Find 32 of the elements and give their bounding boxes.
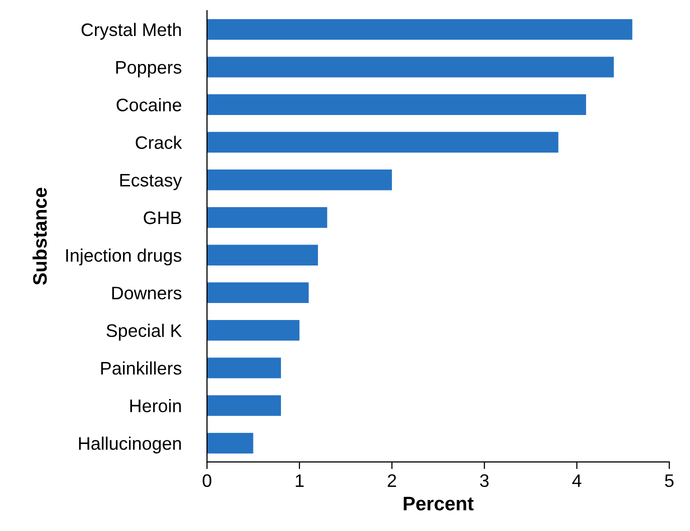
bar [207,19,632,40]
bar [207,395,281,416]
bar [207,358,281,378]
x-tick-label: 1 [296,474,304,487]
x-tick-label: 4 [572,474,582,487]
y-tick-label: GHB [144,211,182,224]
bar [207,244,318,266]
bar [207,207,328,228]
bar [207,170,392,190]
y-tick-label: Downers [112,286,182,300]
bar [207,432,254,454]
y-tick-label: Crystal Meth [82,22,181,40]
y-axis-title: Substance [32,188,47,285]
y-tick-label: Hallucinogen [79,436,181,454]
bar [207,320,300,341]
bar [207,132,558,153]
x-axis-title: Percent [404,496,474,510]
y-tick-label: Poppers [116,61,182,78]
x-tick-label: 3 [480,474,489,488]
y-tick-label: Heroin [130,399,181,412]
bar [207,94,586,115]
x-tick-label: 0 [202,474,212,488]
y-tick-label: Painkillers [101,361,182,375]
x-tick-label: 5 [665,474,674,488]
y-tick-label: Ecstasy [120,174,182,190]
bar [207,56,614,78]
x-tick-label: 2 [388,474,396,487]
y-tick-label: Cocaine [116,98,182,112]
y-tick-label: Crack [136,136,182,149]
bar [207,282,309,304]
y-tick-label: Special K [106,324,182,341]
y-tick-label: Injection drugs [66,248,182,266]
